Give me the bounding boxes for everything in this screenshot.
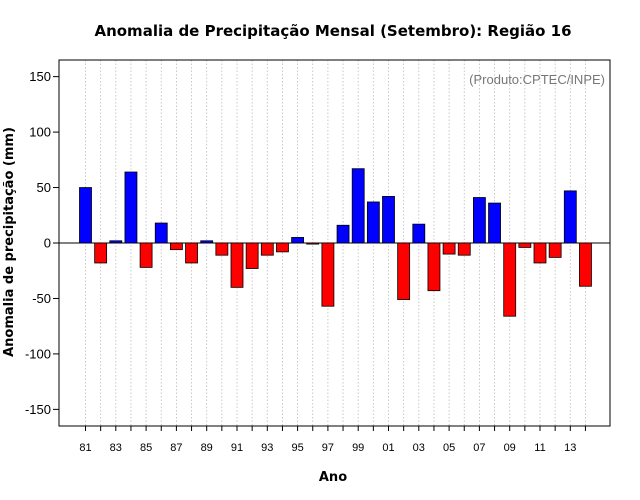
x-tick-label: 91 <box>231 442 243 454</box>
bar-2013 <box>563 190 577 244</box>
bar-1985 <box>139 242 153 268</box>
bar-1990 <box>215 242 229 256</box>
bar-1999 <box>351 168 365 244</box>
x-axis: 81 83 85 87 89 91 93 95 97 99 01 03 05 07 09 11 13 <box>79 426 586 454</box>
x-tick-label: 87 <box>170 442 182 454</box>
source-annotation: (Produto:CPTEC/INPE) <box>469 72 605 87</box>
bar-1998 <box>336 224 350 244</box>
x-tick-label: 81 <box>79 442 91 454</box>
x-tick-label: 85 <box>140 442 152 454</box>
x-tick-label: 93 <box>261 442 273 454</box>
bar-2010 <box>518 242 532 248</box>
bar-2004 <box>427 242 441 292</box>
chart-title: Anomalia de Precipitação Mensal (Setembr… <box>94 22 571 40</box>
y-tick-label: -50 <box>32 291 51 306</box>
bar-2005 <box>442 242 456 255</box>
bar-1987 <box>169 242 183 251</box>
x-tick-label: 99 <box>352 442 364 454</box>
bars <box>79 168 592 317</box>
bar-1991 <box>230 242 244 288</box>
bar-2000 <box>366 201 380 244</box>
bar-1986 <box>154 222 168 244</box>
bar-1983 <box>109 240 123 244</box>
bar-2011 <box>533 242 547 264</box>
x-tick-label: 09 <box>504 442 516 454</box>
y-tick-label: 150 <box>29 69 51 84</box>
y-tick-label: 0 <box>44 236 51 251</box>
y-axis-label: Anomalia de precipitação (mm) <box>2 127 17 357</box>
bar-1981 <box>79 187 92 244</box>
bar-1988 <box>185 242 198 264</box>
y-tick-label: -100 <box>25 346 51 361</box>
x-tick-label: 95 <box>291 442 303 454</box>
bar-1997 <box>321 242 335 307</box>
x-tick-label: 07 <box>473 442 485 454</box>
bar-2009 <box>503 242 517 317</box>
y-axis: -150 -100 -50 0 50 100 150 <box>25 69 59 417</box>
bar-1989 <box>200 240 214 244</box>
bar-1994 <box>276 242 289 253</box>
x-tick-label: 11 <box>534 442 545 454</box>
bar-2014 <box>579 242 592 287</box>
bar-2008 <box>488 202 501 244</box>
bar-1996 <box>306 242 320 245</box>
bar-2003 <box>412 223 426 244</box>
y-tick-label: 100 <box>29 125 51 140</box>
y-tick-label: 50 <box>37 180 51 195</box>
bar-1993 <box>260 242 274 256</box>
bar-1982 <box>94 242 108 264</box>
x-tick-label: 05 <box>443 442 455 454</box>
x-tick-label: 03 <box>413 442 425 454</box>
x-axis-label: Ano <box>319 470 347 485</box>
x-tick-label: 83 <box>110 442 122 454</box>
bar-1995 <box>291 237 305 244</box>
x-tick-label: 97 <box>322 442 334 454</box>
bar-2002 <box>397 242 411 300</box>
y-tick-label: -150 <box>25 402 51 417</box>
bar-1984 <box>124 171 138 244</box>
bar-2001 <box>382 196 395 244</box>
bar-1992 <box>245 242 259 269</box>
x-tick-label: 13 <box>564 442 576 454</box>
bar-2007 <box>472 197 486 244</box>
x-tick-label: 01 <box>382 442 394 454</box>
bar-2006 <box>457 242 471 256</box>
bar-2012 <box>548 242 562 258</box>
x-tick-label: 89 <box>201 442 213 454</box>
